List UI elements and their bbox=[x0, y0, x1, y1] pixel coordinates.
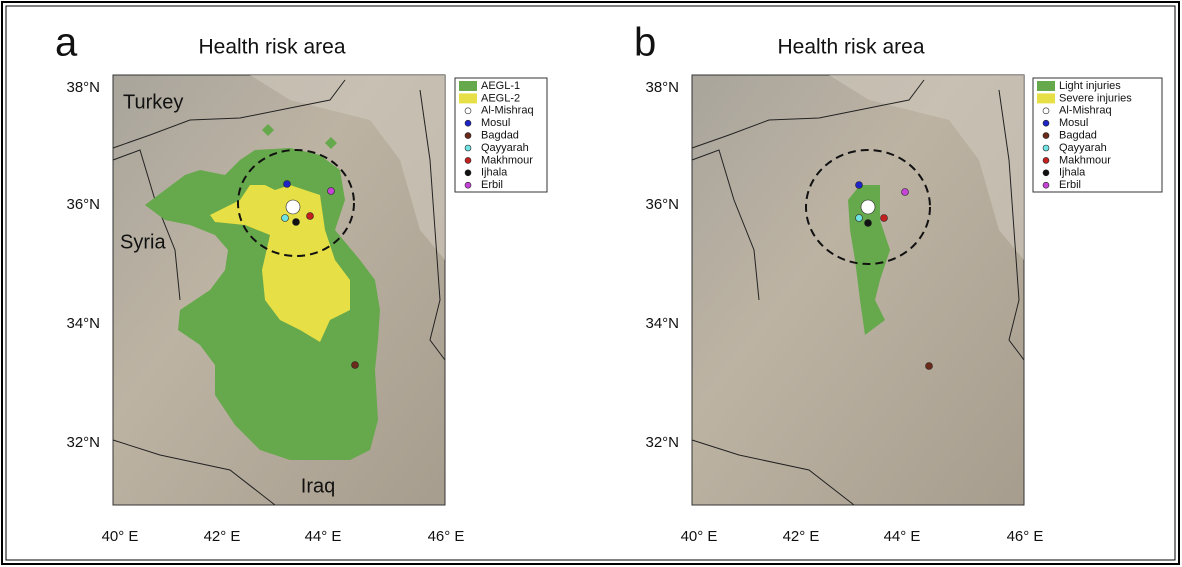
city-marker bbox=[856, 182, 863, 189]
city-marker bbox=[328, 188, 335, 195]
city-marker bbox=[286, 200, 300, 214]
legend-label: Ijhala bbox=[1059, 167, 1086, 179]
legend-marker bbox=[465, 133, 471, 139]
legend-label: Light injuries bbox=[1059, 80, 1121, 92]
lat-label: 34°N bbox=[645, 315, 679, 332]
city-marker bbox=[284, 181, 291, 188]
city-marker bbox=[856, 215, 863, 222]
legend-marker bbox=[1043, 133, 1049, 139]
legend-label: Makhmour bbox=[481, 154, 533, 166]
legend-label: AEGL-2 bbox=[481, 92, 520, 104]
panel-title: Health risk area bbox=[777, 36, 924, 59]
lon-label: 40° E bbox=[102, 528, 139, 545]
legend-marker bbox=[465, 170, 471, 176]
lon-label: 42° E bbox=[204, 528, 241, 545]
legend-marker bbox=[1043, 108, 1049, 114]
legend-label: Erbil bbox=[1059, 179, 1081, 191]
panel-title: Health risk area bbox=[198, 36, 345, 59]
legend-label: Ijhala bbox=[481, 167, 508, 179]
legend-marker bbox=[1043, 182, 1049, 188]
lat-label: 32°N bbox=[645, 434, 679, 451]
country-label: Iraq bbox=[301, 475, 335, 497]
lat-label: 34°N bbox=[66, 315, 100, 332]
legend-label: Mosul bbox=[481, 117, 510, 129]
lat-label: 38°N bbox=[645, 79, 679, 96]
city-marker bbox=[861, 200, 875, 214]
lat-label: 32°N bbox=[66, 434, 100, 451]
lon-label: 46° E bbox=[1007, 528, 1044, 545]
legend-label: Bagdad bbox=[1059, 130, 1097, 142]
city-marker bbox=[307, 213, 314, 220]
map-panel: b Health risk area 38°N 36°N 34°N 32°N 40° E 42… bbox=[634, 21, 1162, 545]
city-marker bbox=[293, 219, 300, 226]
legend-swatch bbox=[459, 93, 477, 103]
legend-label: Al-Mishraq bbox=[1059, 105, 1112, 117]
lat-label: 38°N bbox=[66, 79, 100, 96]
legend-swatch bbox=[1037, 81, 1055, 91]
legend-label: Mosul bbox=[1059, 117, 1088, 129]
legend-label: Qayyarah bbox=[481, 142, 529, 154]
legend-label: Makhmour bbox=[1059, 154, 1111, 166]
country-label: Turkey bbox=[123, 91, 183, 113]
legend-marker bbox=[1043, 170, 1049, 176]
lat-label: 36°N bbox=[66, 196, 100, 213]
panel-label: b bbox=[634, 21, 656, 65]
country-label: Syria bbox=[120, 231, 166, 253]
legend-label: Qayyarah bbox=[1059, 142, 1107, 154]
legend-marker bbox=[465, 145, 471, 151]
city-marker bbox=[881, 215, 888, 222]
page: a Health risk area Turkey Syria Iraq 38°N 36°N… bbox=[0, 0, 1182, 567]
legend-label: Al-Mishraq bbox=[481, 105, 534, 117]
legend-marker bbox=[465, 157, 471, 163]
city-marker bbox=[352, 362, 359, 369]
lon-label: 40° E bbox=[681, 528, 718, 545]
legend-marker bbox=[465, 182, 471, 188]
figure: a Health risk area Turkey Syria Iraq 38°N 36°N… bbox=[0, 0, 1182, 567]
legend-marker bbox=[1043, 120, 1049, 126]
legend-swatch bbox=[459, 81, 477, 91]
city-marker bbox=[865, 220, 872, 227]
legend-label: Bagdad bbox=[481, 130, 519, 142]
lon-label: 44° E bbox=[305, 528, 342, 545]
legend-label: Severe injuries bbox=[1059, 92, 1132, 104]
city-marker bbox=[902, 189, 909, 196]
legend-marker bbox=[1043, 145, 1049, 151]
city-marker bbox=[926, 363, 933, 370]
legend-marker bbox=[465, 108, 471, 114]
lon-label: 42° E bbox=[783, 528, 820, 545]
lon-label: 44° E bbox=[884, 528, 921, 545]
legend-swatch bbox=[1037, 93, 1055, 103]
panel-label: a bbox=[55, 21, 78, 65]
map-panel: a Health risk area Turkey Syria Iraq 38°N 36°N… bbox=[55, 21, 547, 545]
legend-label: Erbil bbox=[481, 179, 503, 191]
legend-label: AEGL-1 bbox=[481, 80, 520, 92]
legend-marker bbox=[465, 120, 471, 126]
legend-marker bbox=[1043, 157, 1049, 163]
lat-label: 36°N bbox=[645, 196, 679, 213]
lon-label: 46° E bbox=[428, 528, 465, 545]
city-marker bbox=[282, 215, 289, 222]
